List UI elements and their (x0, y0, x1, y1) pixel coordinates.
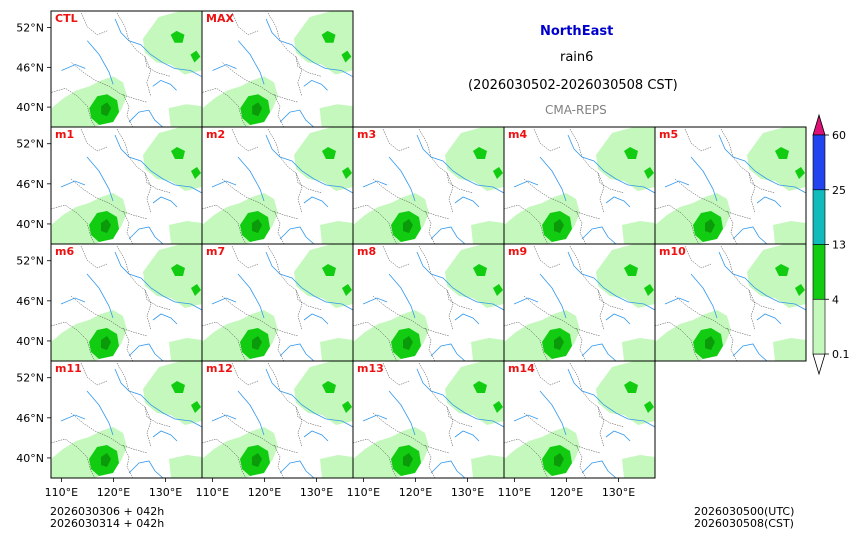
map-panel: m5 (654, 126, 807, 245)
colorbar: 0.1 4 13 25 60 (812, 113, 850, 376)
colorbar-level-label: 0.1 (832, 348, 850, 361)
colorbar-level-label: 13 (832, 239, 846, 252)
map-panel: m10 (654, 243, 807, 362)
map-panel: m12 (201, 360, 354, 479)
map-panel: m2 (201, 126, 354, 245)
panel-label: m6 (55, 245, 74, 258)
lat-tick-label: 52°N (16, 255, 44, 268)
footer-left-line2: 2026030314 + 042h (50, 517, 165, 530)
lat-tick-label: 40°N (16, 101, 44, 114)
panel-label: m14 (508, 362, 535, 375)
panel-label: m5 (659, 128, 678, 141)
colorbar-extend-max (812, 113, 826, 136)
map-panel: m4 (503, 126, 656, 245)
title-region: NorthEast (540, 24, 614, 39)
title-variable: rain6 (560, 50, 594, 65)
colorbar-extend-min (812, 353, 826, 376)
panel-label: m4 (508, 128, 527, 141)
lon-tick-label: 110°E (498, 486, 531, 499)
panel-label: m3 (357, 128, 376, 141)
lat-tick-label: 46°N (16, 412, 44, 425)
lat-tick-label: 46°N (16, 61, 44, 74)
lon-tick-label: 130°E (300, 486, 333, 499)
panel-label: MAX (206, 12, 234, 25)
colorbar-level-label: 60 (832, 129, 846, 142)
lat-tick-label: 46°N (16, 178, 44, 191)
lon-tick-label: 130°E (451, 486, 484, 499)
map-panel: m11 52°N 46°N 40°N (16, 360, 203, 479)
map-panel: m3 (352, 126, 505, 245)
lat-tick-label: 46°N (16, 295, 44, 308)
panel-label: m7 (206, 245, 225, 258)
lon-tick-label: 120°E (399, 486, 432, 499)
lon-tick-label: 120°E (248, 486, 281, 499)
lat-tick-label: 52°N (16, 372, 44, 385)
footer-right-line1: 2026030500(UTC) (694, 505, 795, 518)
map-panel: CTL 52°N 46°N 40°N (16, 10, 203, 128)
title-source: CMA-REPS (545, 103, 607, 117)
colorbar-segment (812, 134, 826, 191)
lon-tick-label: 130°E (602, 486, 635, 499)
lon-tick-label: 110°E (196, 486, 229, 499)
lat-tick-label: 40°N (16, 452, 44, 465)
panel-label: m8 (357, 245, 376, 258)
panel-label: m12 (206, 362, 233, 375)
lon-tick-label: 110°E (347, 486, 380, 499)
footer-right-line2: 2026030508(CST) (694, 517, 794, 530)
lon-tick-label: 120°E (97, 486, 130, 499)
title-period: (2026030502-2026030508 CST) (468, 78, 678, 93)
colorbar-level-label: 25 (832, 184, 846, 197)
map-panel: m13 (352, 360, 505, 479)
panel-label: CTL (55, 12, 78, 25)
panel-label: m13 (357, 362, 384, 375)
lat-tick-label: 40°N (16, 218, 44, 231)
colorbar-segment (812, 298, 826, 355)
lat-tick-label: 52°N (16, 22, 44, 35)
lat-tick-label: 52°N (16, 138, 44, 151)
colorbar-segment (812, 244, 826, 300)
lon-tick-label: 130°E (149, 486, 182, 499)
colorbar-level-label: 4 (832, 293, 839, 306)
colorbar-segment (812, 189, 826, 245)
panel-label: m9 (508, 245, 527, 258)
map-panel: m6 52°N 46°N 40°N (16, 243, 203, 362)
map-panel: m9 (503, 243, 656, 362)
map-panel: m7 (201, 243, 354, 362)
lat-tick-label: 40°N (16, 335, 44, 348)
lon-tick-label: 110°E (45, 486, 78, 499)
footer-left-line1: 2026030306 + 042h (50, 505, 165, 518)
panel-label: m2 (206, 128, 225, 141)
panel-label: m11 (55, 362, 82, 375)
map-panel: m8 (352, 243, 505, 362)
map-panel: m1 52°N 46°N 40°N (16, 126, 203, 245)
map-panel: m14 (503, 360, 656, 479)
panel-label: m10 (659, 245, 686, 258)
lon-tick-label: 120°E (550, 486, 583, 499)
map-panel: MAX (201, 10, 354, 128)
panel-label: m1 (55, 128, 74, 141)
